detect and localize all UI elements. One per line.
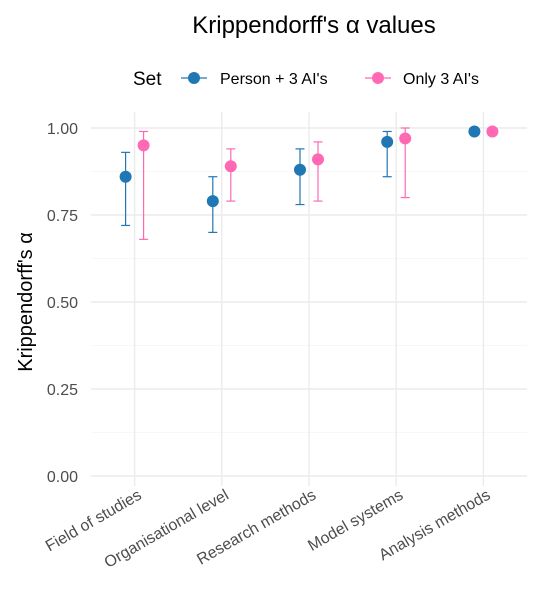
data-point-series-1: [294, 163, 306, 176]
data-point-series-1: [206, 195, 219, 208]
plot-marks: [119, 125, 499, 240]
errorbar-group-series-1: [294, 148, 306, 206]
data-point-series-1: [468, 125, 481, 138]
y-axis-ticks: 0.00 0.25 0.50 0.75 1.00: [47, 121, 78, 486]
data-point-series-1: [381, 135, 394, 148]
errorbar-group-series-1: [381, 130, 394, 178]
y-tick-label: 0.50: [47, 295, 78, 312]
y-tick-label: 0.25: [47, 382, 78, 399]
y-tick-label: 0.75: [47, 208, 78, 225]
y-tick-label: 1.00: [47, 121, 78, 138]
errorbar-group-series-2: [399, 127, 412, 199]
errorbar-group-series-1: [119, 151, 132, 227]
legend-key-point-series-1: [188, 72, 200, 84]
errorbar-group-series-2: [137, 130, 150, 240]
data-point-series-2: [137, 139, 150, 152]
legend-label-series-2: Only 3 AI's: [403, 71, 479, 88]
data-point-series-2: [486, 125, 499, 138]
legend-key-series-1: [181, 72, 207, 84]
legend-label-series-1: Person + 3 AI's: [220, 71, 328, 88]
chart-title: Krippendorff's α values: [192, 12, 435, 39]
legend: Set Person + 3 AI's Only 3 AI's: [133, 69, 479, 90]
plot-grid: [91, 112, 527, 486]
legend-title: Set: [133, 69, 162, 90]
data-point-series-2: [224, 160, 237, 173]
legend-key-series-2: [365, 72, 391, 84]
data-point-series-2: [399, 132, 412, 145]
data-point-series-1: [119, 170, 132, 183]
data-point-series-2: [312, 153, 324, 166]
errorbar-group-series-1: [206, 176, 219, 233]
errorbar-group-series-2: [224, 148, 237, 202]
errorbar-group-series-2: [312, 141, 324, 202]
errorbar-group-series-2: [486, 125, 499, 138]
y-axis-title: Krippendorff's α: [15, 232, 37, 372]
errorbar-group-series-1: [468, 125, 481, 138]
y-tick-label: 0.00: [47, 469, 78, 486]
legend-key-point-series-2: [372, 72, 384, 84]
